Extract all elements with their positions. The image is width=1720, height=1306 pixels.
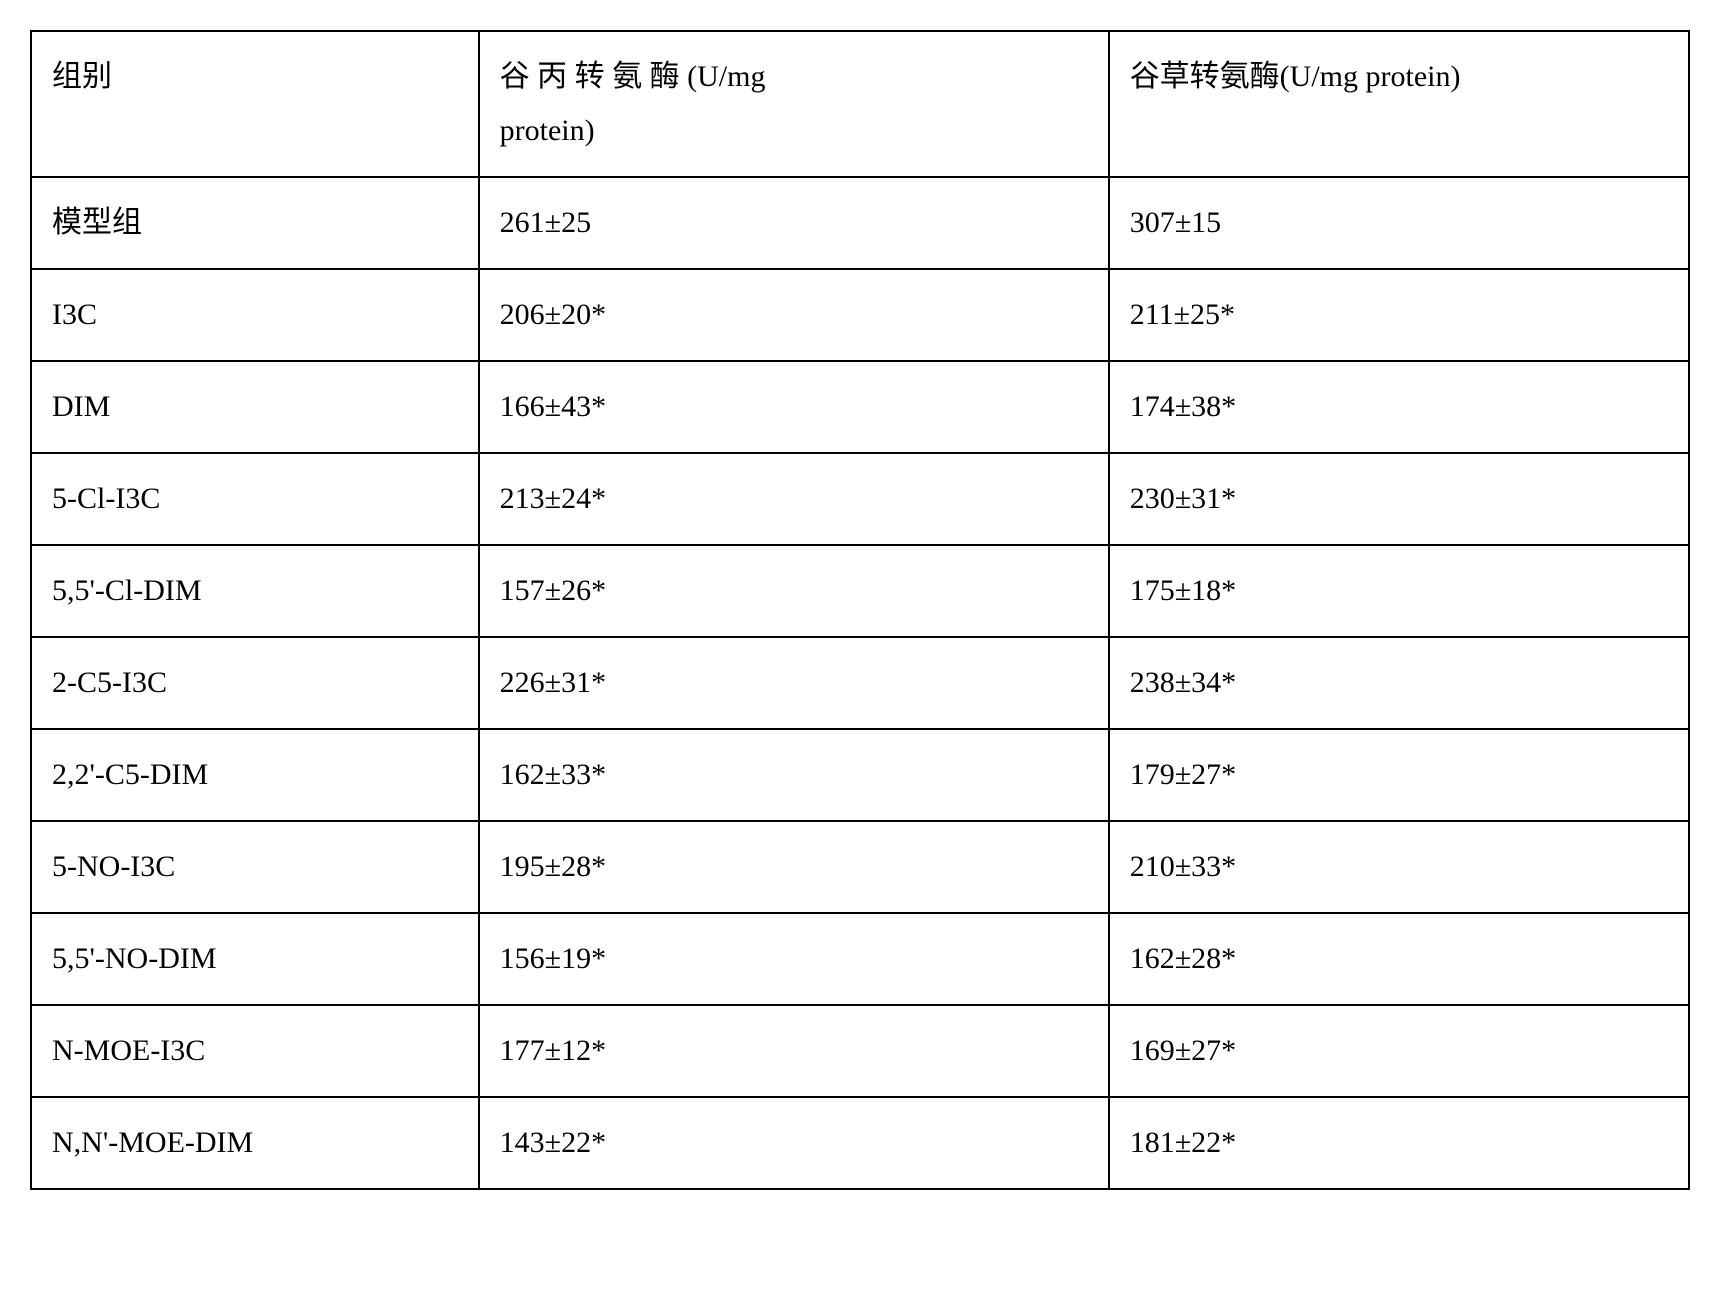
table-row: 5-Cl-I3C 213±24* 230±31* xyxy=(31,453,1689,545)
cell-group: 2-C5-I3C xyxy=(31,637,479,729)
cell-ast: 175±18* xyxy=(1109,545,1689,637)
cell-ast: 211±25* xyxy=(1109,269,1689,361)
cell-ast: 169±27* xyxy=(1109,1005,1689,1097)
cell-ast: 179±27* xyxy=(1109,729,1689,821)
cell-alt: 166±43* xyxy=(479,361,1109,453)
header-cell-group: 组别 xyxy=(31,31,479,177)
cell-group: N-MOE-I3C xyxy=(31,1005,479,1097)
table-header-row: 组别 谷 丙 转 氨 酶 (U/mg protein) 谷草转氨酶(U/mg p… xyxy=(31,31,1689,177)
cell-group: 5,5'-Cl-DIM xyxy=(31,545,479,637)
cell-alt: 206±20* xyxy=(479,269,1109,361)
cell-ast: 174±38* xyxy=(1109,361,1689,453)
cell-alt: 177±12* xyxy=(479,1005,1109,1097)
table-row: 2,2'-C5-DIM 162±33* 179±27* xyxy=(31,729,1689,821)
table-row: 5,5'-NO-DIM 156±19* 162±28* xyxy=(31,913,1689,1005)
cell-group: DIM xyxy=(31,361,479,453)
cell-group: N,N'-MOE-DIM xyxy=(31,1097,479,1189)
table-row: DIM 166±43* 174±38* xyxy=(31,361,1689,453)
table-row: 5-NO-I3C 195±28* 210±33* xyxy=(31,821,1689,913)
cell-alt: 195±28* xyxy=(479,821,1109,913)
data-table: 组别 谷 丙 转 氨 酶 (U/mg protein) 谷草转氨酶(U/mg p… xyxy=(30,30,1690,1190)
cell-group: 5-NO-I3C xyxy=(31,821,479,913)
header-label-line1-tail: (U/mg xyxy=(680,60,766,93)
cell-alt: 261±25 xyxy=(479,177,1109,269)
header-label-line1-spaced: 谷 丙 转 氨 酶 xyxy=(500,60,680,93)
header-cell-ast: 谷草转氨酶(U/mg protein) xyxy=(1109,31,1689,177)
cell-ast: 181±22* xyxy=(1109,1097,1689,1189)
cell-alt: 143±22* xyxy=(479,1097,1109,1189)
table-row: N,N'-MOE-DIM 143±22* 181±22* xyxy=(31,1097,1689,1189)
table-row: I3C 206±20* 211±25* xyxy=(31,269,1689,361)
cell-group: 2,2'-C5-DIM xyxy=(31,729,479,821)
header-cell-alt: 谷 丙 转 氨 酶 (U/mg protein) xyxy=(479,31,1109,177)
cell-group: 5-Cl-I3C xyxy=(31,453,479,545)
table-row: N-MOE-I3C 177±12* 169±27* xyxy=(31,1005,1689,1097)
header-label: 谷草转氨酶(U/mg protein) xyxy=(1130,60,1461,93)
cell-alt: 213±24* xyxy=(479,453,1109,545)
table-row: 模型组 261±25 307±15 xyxy=(31,177,1689,269)
cell-group: 模型组 xyxy=(31,177,479,269)
header-label-line2: protein) xyxy=(500,114,595,147)
cell-ast: 210±33* xyxy=(1109,821,1689,913)
cell-group: I3C xyxy=(31,269,479,361)
table-row: 5,5'-Cl-DIM 157±26* 175±18* xyxy=(31,545,1689,637)
table-row: 2-C5-I3C 226±31* 238±34* xyxy=(31,637,1689,729)
table-body: 组别 谷 丙 转 氨 酶 (U/mg protein) 谷草转氨酶(U/mg p… xyxy=(31,31,1689,1189)
cell-alt: 156±19* xyxy=(479,913,1109,1005)
cell-group: 5,5'-NO-DIM xyxy=(31,913,479,1005)
cell-ast: 230±31* xyxy=(1109,453,1689,545)
cell-ast: 238±34* xyxy=(1109,637,1689,729)
cell-ast: 162±28* xyxy=(1109,913,1689,1005)
cell-ast: 307±15 xyxy=(1109,177,1689,269)
cell-alt: 226±31* xyxy=(479,637,1109,729)
cell-alt: 162±33* xyxy=(479,729,1109,821)
cell-alt: 157±26* xyxy=(479,545,1109,637)
header-label: 组别 xyxy=(52,60,112,93)
